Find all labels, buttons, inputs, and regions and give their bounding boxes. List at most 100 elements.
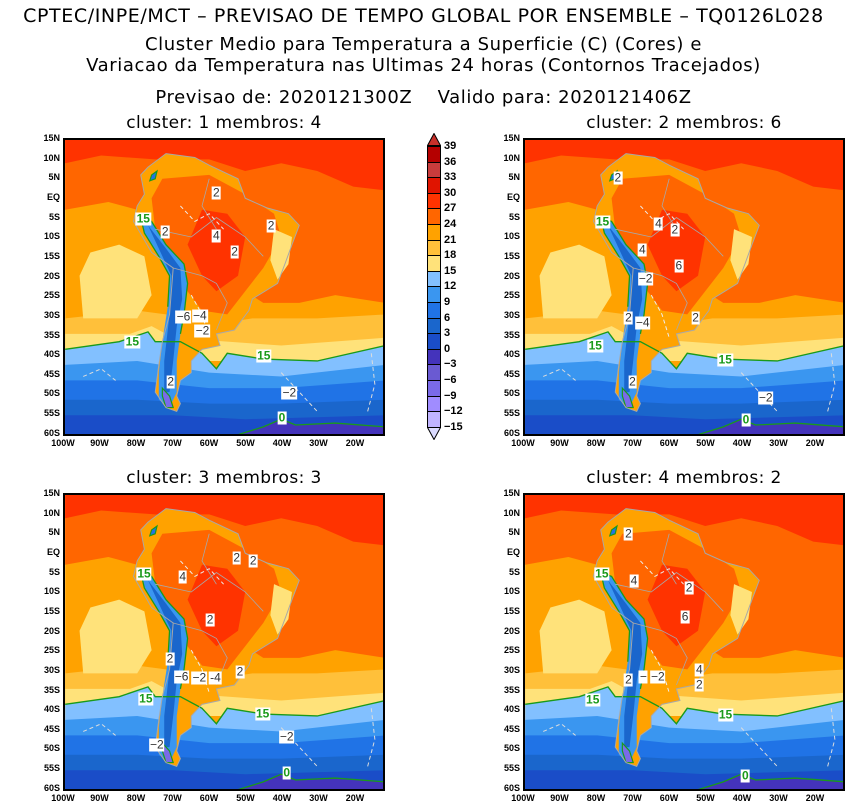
temperature-contour-label: 15 [717, 352, 733, 367]
change-contour-label: 6 [680, 609, 690, 624]
colorbar-swatch [427, 348, 441, 366]
subtitle-line-1: Cluster Medio para Temperatura a Superfi… [144, 34, 702, 55]
latitude-tick-label: 15N [43, 488, 60, 498]
change-contour-label: −2 [278, 729, 295, 744]
andes-core [608, 225, 643, 393]
longitude-tick-label: 70W [623, 438, 642, 448]
andes-core [148, 225, 183, 393]
dashed-contour [180, 205, 224, 230]
pacific-warm-patch [79, 244, 152, 319]
contour-15-line [525, 686, 843, 725]
dashed-contour [280, 372, 318, 412]
colorbar-swatch [427, 161, 441, 179]
longitude-tick-label: 60W [199, 438, 219, 448]
longitude-tick-label: 50W [236, 793, 255, 803]
andes-core [148, 580, 183, 748]
temperature-contour-label: 15 [124, 334, 141, 349]
latitude-tick-label: 50S [503, 388, 520, 399]
andes-north-cold [608, 524, 618, 537]
temperature-field [63, 138, 385, 436]
change-contour-label: 4 [654, 216, 663, 231]
temperature-contour-label: 15 [717, 707, 734, 722]
latitude-tick-label: 50S [503, 743, 520, 754]
tierra-del-fuego-cold [161, 386, 174, 409]
latitude-tick-label: 5N [508, 172, 520, 183]
latitude-tick-label: 50S [43, 743, 60, 754]
longitude-tick-label: 70W [623, 793, 642, 803]
change-contour-label: − [638, 669, 648, 684]
change-contour-label: −6 [175, 309, 192, 324]
latitude-tick-label: 55S [503, 763, 520, 774]
colorbar-swatch [427, 286, 441, 303]
longitude-tick-label: 30W [769, 793, 788, 803]
longitude-tick-label: 100W [511, 438, 535, 448]
longitude-tick-label: 90W [90, 438, 109, 448]
latitude-tick-label: 10N [43, 507, 60, 518]
latitude-tick-label: 20S [43, 270, 60, 281]
temperature-contour-label: 15 [254, 706, 271, 721]
colorbar-label: 3 [444, 327, 451, 340]
longitude-tick-label: 80W [586, 438, 606, 448]
map-panel-cluster-2: 2 15 4 2 4 6 −2 2 −4 2 15 15 2 −2 0 15N 10N 5N EQ 5S 10S 15S 2… [503, 133, 845, 448]
change-contour-label: 2 [266, 218, 276, 233]
change-contour-label: −6 [173, 669, 190, 684]
map-panel-cluster-3: 15 4 2 2 2 2 −6 −2 -4 2 15 15 −2 −2 0 15N 10N 5N EQ 5S 10S 15… [43, 488, 385, 803]
latitude-tick-label: 45S [43, 368, 60, 379]
latitude-tick-label: 10N [503, 152, 520, 163]
latitude-tick-label: 30S [503, 664, 520, 675]
change-contour-label: 4 [629, 573, 639, 588]
latitude-tick-label: 35S [43, 329, 60, 340]
latitude-tick-label: 5S [508, 566, 520, 577]
latitude-tick-label: 60S [43, 427, 60, 438]
dashed-contour [650, 649, 670, 693]
border-lines [201, 178, 217, 230]
latitude-tick-label: 15N [503, 133, 520, 143]
change-contour-label: 2 [613, 170, 623, 185]
longitude-tick-label: 100W [51, 438, 75, 448]
latitude-tick-label: 40S [43, 704, 60, 715]
tierra-del-fuego-cold [621, 741, 634, 764]
border-lines [661, 178, 677, 230]
temperature-contour-label: 15 [594, 566, 610, 581]
latitude-tick-label: 5N [508, 527, 520, 538]
temperature-contour-label: 15 [136, 566, 152, 581]
latitude-tick-label: EQ [506, 546, 520, 557]
border-lines [155, 217, 264, 257]
change-contour-label: −4 [634, 315, 651, 330]
colorbar-label: −15 [444, 420, 463, 433]
band-minus3-0 [700, 419, 843, 434]
dashed-contour [827, 708, 836, 767]
colorbar-swatch [427, 146, 441, 163]
latitude-tick-label: 10S [43, 586, 60, 597]
colorbar-swatch [427, 192, 441, 210]
colorbar-label: −9 [444, 389, 457, 402]
latitude-tick-label: 15S [43, 605, 60, 616]
dashed-contour [827, 353, 836, 412]
border-lines [201, 533, 217, 585]
colorbar-label: 27 [444, 202, 457, 215]
longitude-tick-label: 20W [805, 438, 825, 448]
colorbar-swatch [427, 395, 441, 413]
latitude-tick-label: 35S [43, 684, 60, 695]
latitude-tick-label: 55S [503, 408, 520, 419]
longitude-tick-label: 60W [659, 793, 679, 803]
land-27-30 [187, 209, 246, 292]
colorbar-swatch [427, 333, 441, 350]
map-panel-cluster-4: 2 15 4 2 6 2− −2 4 2 15 15 0 15N 10N 5N EQ 5S 10S 15S 20S 25… [503, 488, 845, 803]
temperature-contour-label: 15 [585, 692, 601, 707]
border-lines [615, 217, 724, 257]
border-lines [173, 622, 228, 686]
change-contour-label: −2 [649, 669, 666, 684]
change-contour-label: 2 [235, 664, 245, 679]
longitude-tick-label: 80W [126, 793, 146, 803]
contour-15-andes [600, 571, 649, 689]
change-contour-label: −2 [757, 390, 774, 405]
latitude-tick-label: 15N [503, 488, 520, 498]
longitude-tick-label: 90W [550, 793, 569, 803]
latitude-tick-label: 45S [503, 723, 520, 734]
latitude-tick-label: 5N [48, 172, 60, 183]
latitude-tick-label: 45S [503, 368, 520, 379]
colorbar-label: 33 [444, 171, 457, 184]
colorbar-over-triangle [427, 133, 441, 146]
latitude-tick-label: EQ [506, 191, 520, 202]
